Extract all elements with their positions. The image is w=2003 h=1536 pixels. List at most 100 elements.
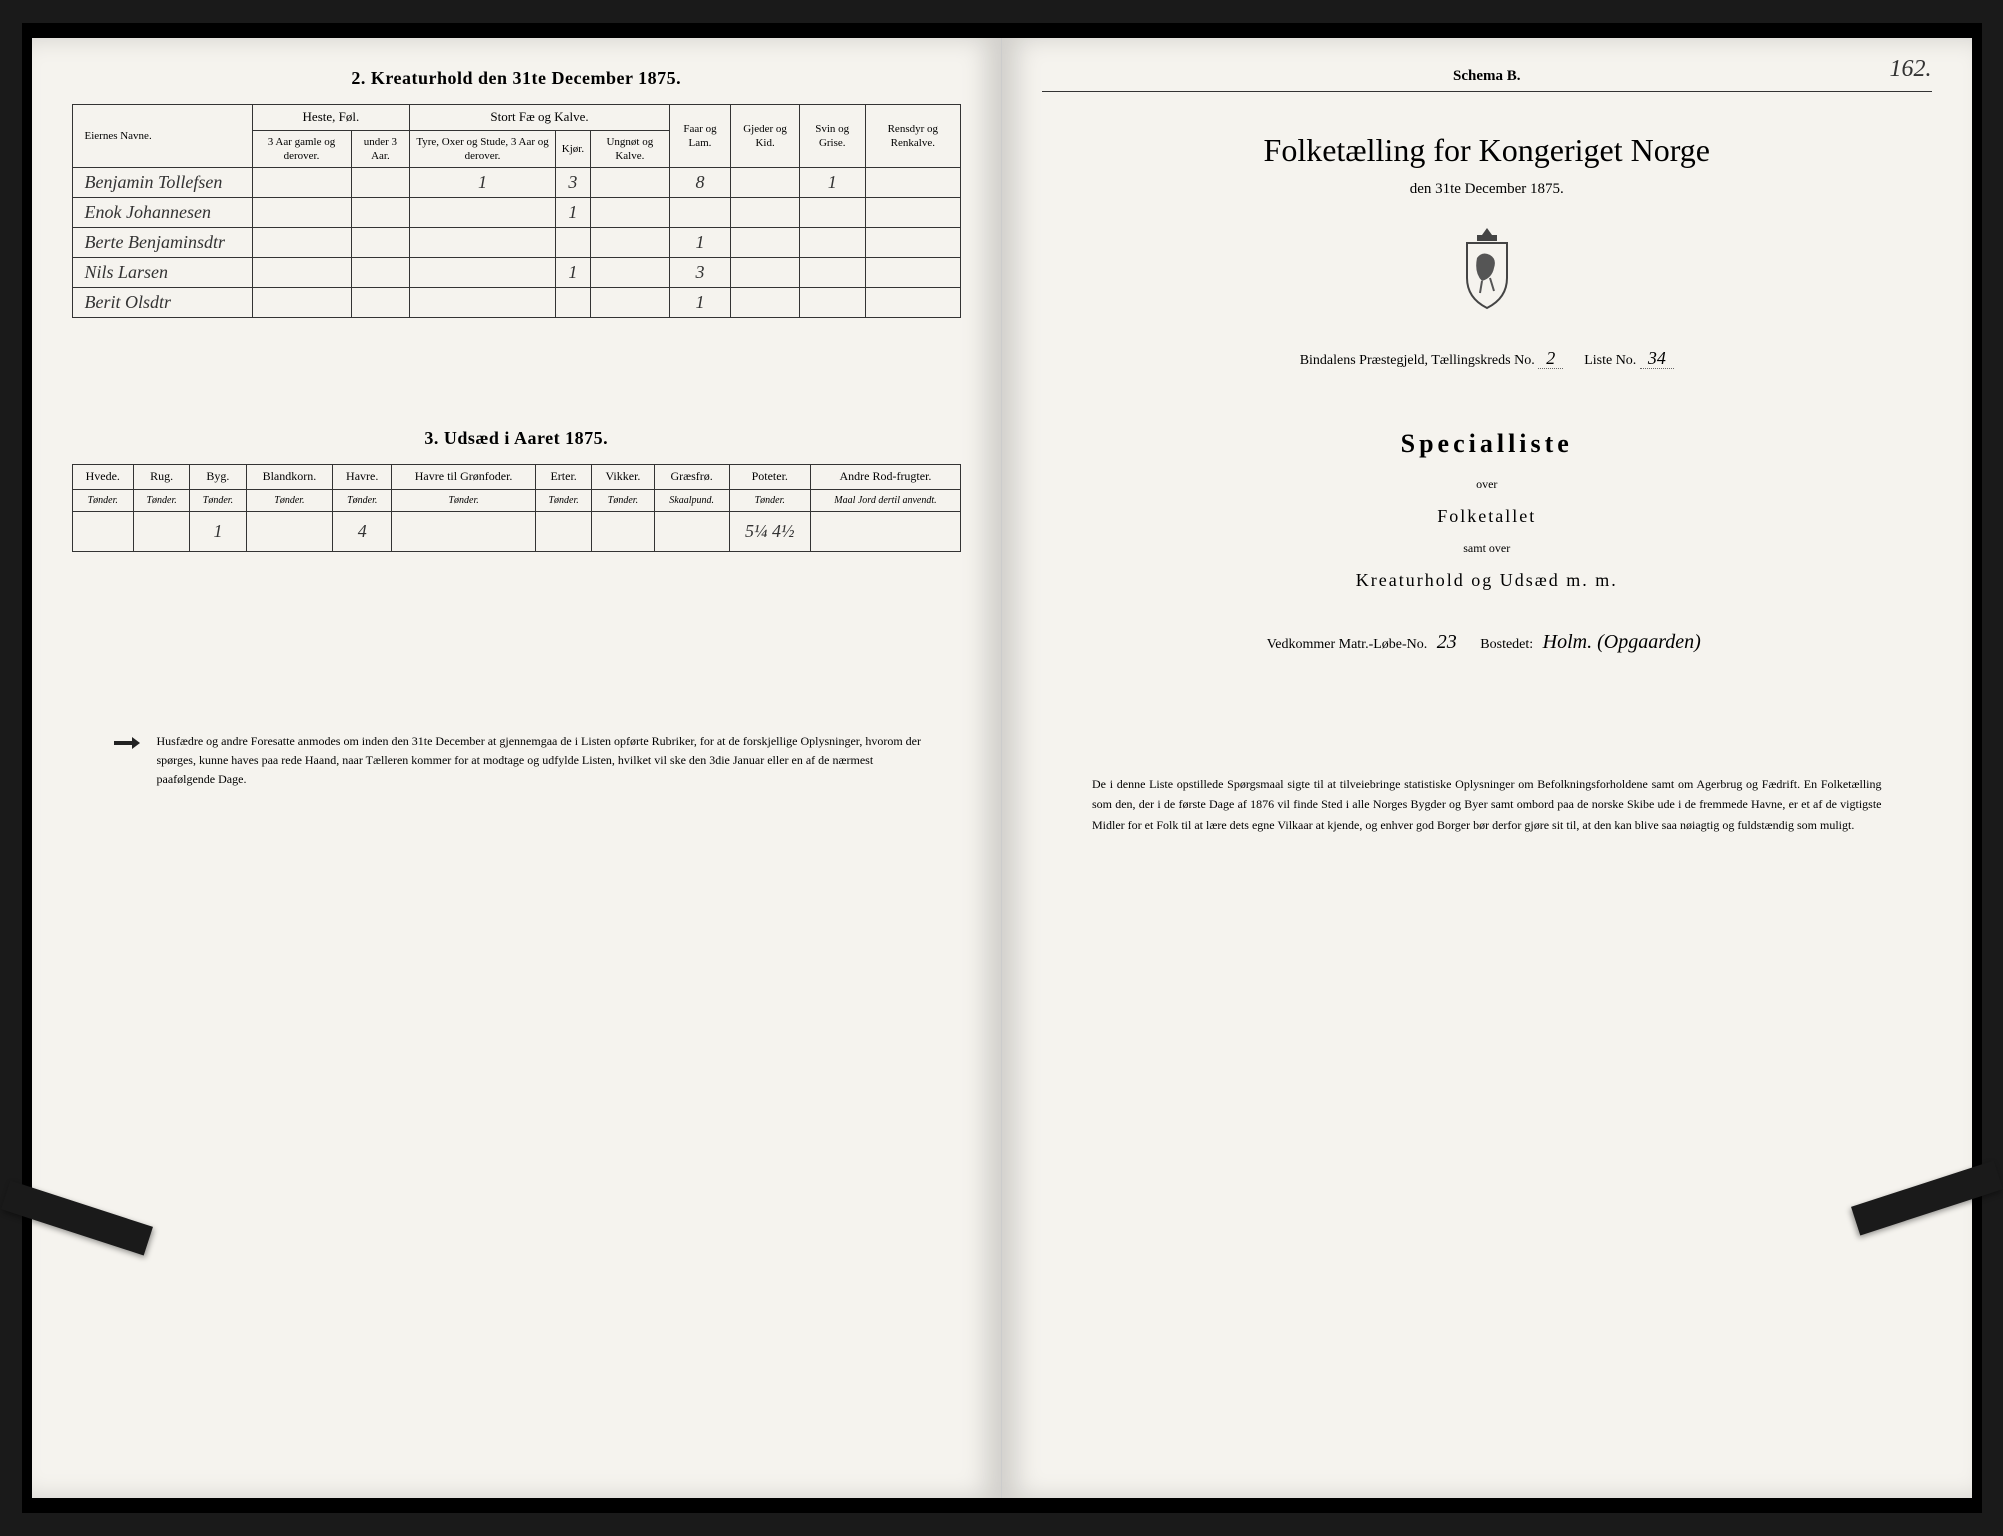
value-cell xyxy=(351,198,410,228)
value-cell xyxy=(555,228,590,258)
schema-label: Schema B. xyxy=(1042,68,1932,92)
col-root: Andre Rod-frugter. xyxy=(810,465,960,490)
value-cell xyxy=(134,512,190,552)
owner-cell: Benjamin Tollefsen xyxy=(72,168,252,198)
book-spread: 2. Kreaturhold den 31te December 1875. E… xyxy=(22,23,1982,1513)
value-cell xyxy=(865,228,960,258)
col-horses-group: Heste, Føl. xyxy=(252,105,410,131)
value-cell xyxy=(865,168,960,198)
value-cell xyxy=(410,198,555,228)
value-cell: 4 xyxy=(333,512,392,552)
value-cell xyxy=(536,512,592,552)
liste-label: Liste No. xyxy=(1584,353,1636,368)
value-cell xyxy=(731,288,800,318)
value-cell xyxy=(591,168,670,198)
value-cell xyxy=(252,228,351,258)
right-page: 162. Schema B. Folketælling for Kongerig… xyxy=(1002,38,1972,1498)
left-page: 2. Kreaturhold den 31te December 1875. E… xyxy=(32,38,1003,1498)
table-row: Berte Benjaminsdtr 1 xyxy=(72,228,961,258)
col-horses-2: under 3 Aar. xyxy=(351,130,410,168)
vedkommer-label: Vedkommer Matr.-Løbe-No. xyxy=(1267,637,1428,652)
owner-cell: Enok Johannesen xyxy=(72,198,252,228)
table-row: Benjamin Tollefsen 1 3 8 1 xyxy=(72,168,961,198)
col-peas: Erter. xyxy=(536,465,592,490)
col-pigs: Svin og Grise. xyxy=(799,105,865,168)
col-cattle-1: Tyre, Oxer og Stude, 3 Aar og derover. xyxy=(410,130,555,168)
value-cell xyxy=(392,512,536,552)
main-title: Folketælling for Kongeriget Norge xyxy=(1042,132,1932,169)
value-cell xyxy=(731,168,800,198)
value-cell: 5¼ 4½ xyxy=(729,512,810,552)
table-row: Nils Larsen 1 3 xyxy=(72,258,961,288)
col-owner-name: Eiernes Navne. xyxy=(72,105,252,168)
kreaturhold-label: Kreaturhold og Udsæd m. m. xyxy=(1042,570,1932,591)
value-cell xyxy=(731,198,800,228)
value-cell xyxy=(865,258,960,288)
left-footnote: Husfædre og andre Foresatte anmodes om i… xyxy=(72,732,962,790)
owner-cell: Nils Larsen xyxy=(72,258,252,288)
value-cell xyxy=(410,228,555,258)
value-cell xyxy=(351,168,410,198)
value-cell xyxy=(246,512,333,552)
value-cell: 1 xyxy=(669,288,731,318)
value-cell xyxy=(865,198,960,228)
value-cell: 3 xyxy=(669,258,731,288)
col-potatoes: Poteter. xyxy=(729,465,810,490)
value-cell xyxy=(591,228,670,258)
col-cattle-group: Stort Fæ og Kalve. xyxy=(410,105,669,131)
unit-cell: Tønder. xyxy=(729,490,810,512)
value-cell xyxy=(252,258,351,288)
value-cell xyxy=(654,512,729,552)
folketallet-label: Folketallet xyxy=(1042,506,1932,527)
value-cell xyxy=(252,168,351,198)
samt-over-label: samt over xyxy=(1042,541,1932,556)
value-cell xyxy=(865,288,960,318)
value-cell xyxy=(252,198,351,228)
unit-cell: Tønder. xyxy=(392,490,536,512)
value-cell xyxy=(799,258,865,288)
liste-no: 34 xyxy=(1640,348,1674,369)
value-cell xyxy=(410,258,555,288)
page-number: 162. xyxy=(1890,56,1932,83)
unit-cell: Tønder. xyxy=(333,490,392,512)
col-mixed: Blandkorn. xyxy=(246,465,333,490)
value-cell xyxy=(351,258,410,288)
value-cell xyxy=(810,512,960,552)
col-rye: Rug. xyxy=(134,465,190,490)
unit-cell: Tønder. xyxy=(190,490,246,512)
col-goats: Gjeder og Kid. xyxy=(731,105,800,168)
district-line: Bindalens Præstegjeld, Tællingskreds No.… xyxy=(1042,348,1932,369)
district-no: 2 xyxy=(1538,348,1563,369)
right-footnote: De i denne Liste opstillede Spørgsmaal s… xyxy=(1042,774,1932,835)
coat-of-arms-icon xyxy=(1042,223,1932,318)
col-horses-1: 3 Aar gamle og derover. xyxy=(252,130,351,168)
col-sheep: Faar og Lam. xyxy=(669,105,731,168)
footnote-text: Husfædre og andre Foresatte anmodes om i… xyxy=(157,732,922,790)
value-cell xyxy=(351,228,410,258)
subtitle: den 31te December 1875. xyxy=(1042,181,1932,198)
section-3-title: 3. Udsæd i Aaret 1875. xyxy=(72,428,962,449)
value-cell xyxy=(351,288,410,318)
bostedet-label: Bostedet: xyxy=(1480,637,1533,652)
value-cell: 3 xyxy=(555,168,590,198)
district-label: Bindalens Præstegjeld, Tællingskreds No. xyxy=(1300,353,1535,368)
value-cell xyxy=(799,198,865,228)
value-cell: 8 xyxy=(669,168,731,198)
value-cell xyxy=(799,288,865,318)
value-cell: 1 xyxy=(190,512,246,552)
pointing-hand-icon xyxy=(112,734,142,790)
unit-cell: Tønder. xyxy=(592,490,654,512)
table-row: Enok Johannesen 1 xyxy=(72,198,961,228)
value-cell xyxy=(731,228,800,258)
table-row: 1 4 5¼ 4½ xyxy=(72,512,961,552)
value-cell xyxy=(592,512,654,552)
value-cell: 1 xyxy=(799,168,865,198)
table-row: Berit Olsdtr 1 xyxy=(72,288,961,318)
unit-cell: Maal Jord dertil anvendt. xyxy=(810,490,960,512)
unit-cell: Tønder. xyxy=(72,490,134,512)
owner-cell: Berit Olsdtr xyxy=(72,288,252,318)
unit-cell: Tønder. xyxy=(134,490,190,512)
value-cell: 1 xyxy=(669,228,731,258)
owner-cell: Berte Benjaminsdtr xyxy=(72,228,252,258)
col-cattle-2: Kjør. xyxy=(555,130,590,168)
